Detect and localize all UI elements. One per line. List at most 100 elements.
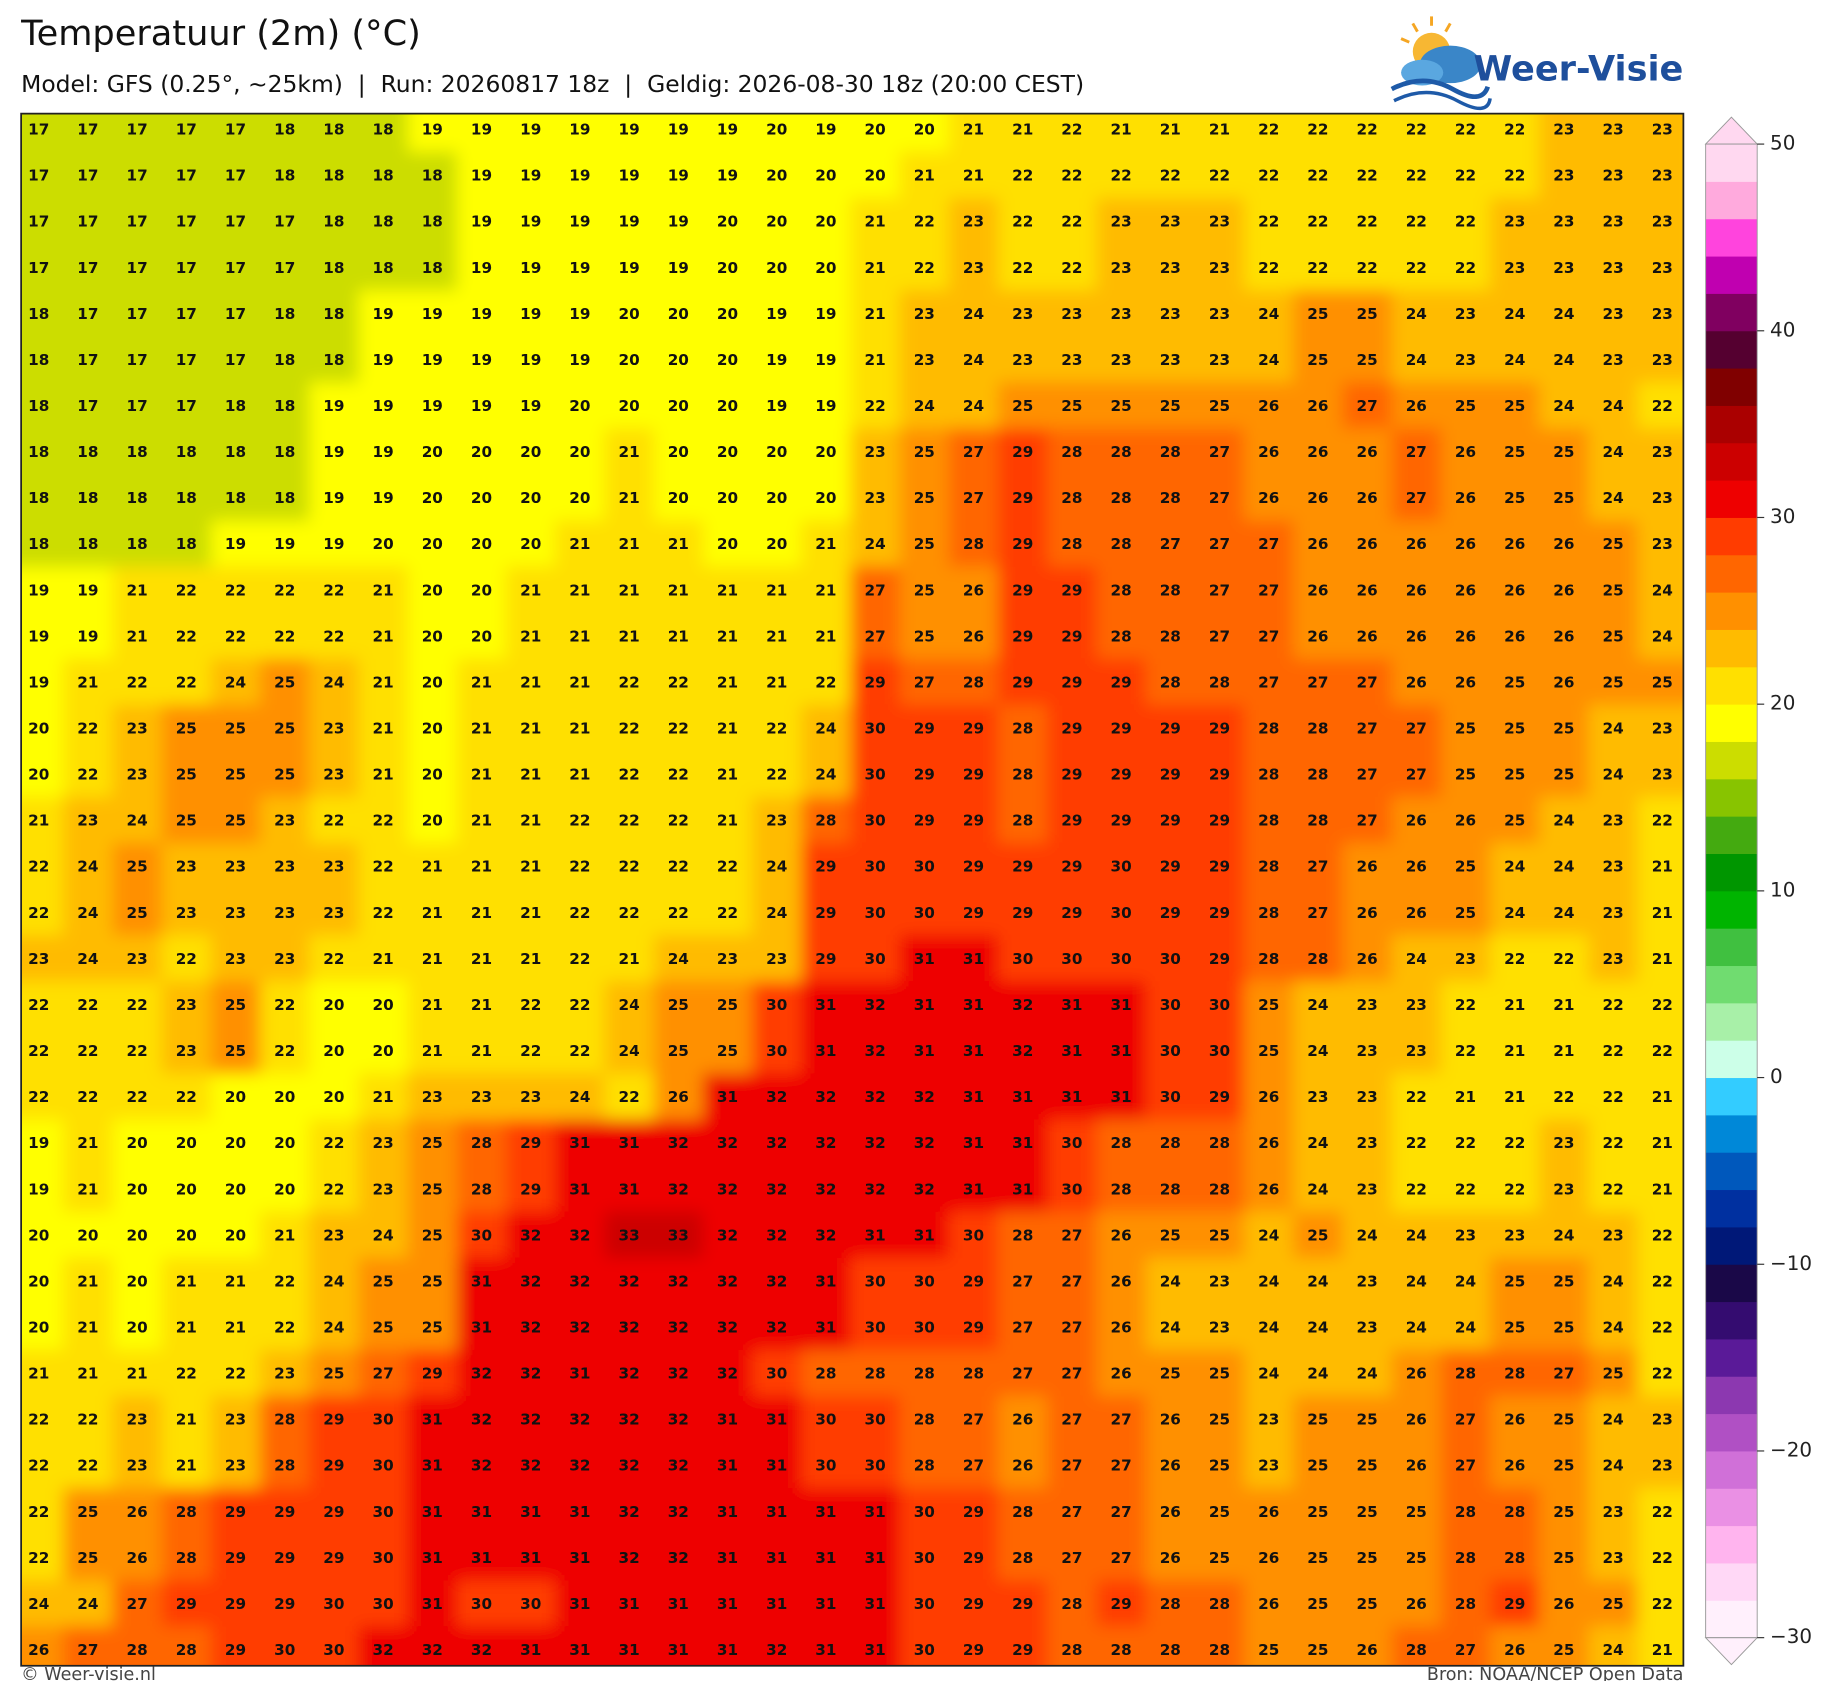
heat-cell <box>899 1027 950 1075</box>
heat-cell <box>1293 336 1344 383</box>
value-label: 29 <box>1111 766 1132 784</box>
heat-cell <box>555 796 606 844</box>
value-label: 26 <box>127 1503 148 1521</box>
value-label: 28 <box>1307 812 1328 830</box>
heat-cell <box>407 520 458 568</box>
value-label: 18 <box>274 397 295 415</box>
heat-cell <box>1490 290 1541 337</box>
value-label: 24 <box>766 904 787 922</box>
value-label: 32 <box>520 1365 541 1383</box>
value-label: 19 <box>520 121 541 139</box>
value-label: 29 <box>815 950 836 968</box>
value-label: 18 <box>176 489 197 507</box>
heat-cell <box>998 566 1049 614</box>
heat-cell <box>1342 113 1393 153</box>
heat-cell <box>161 382 212 430</box>
value-label: 17 <box>77 121 98 139</box>
value-label: 26 <box>668 1088 689 1106</box>
heat-cell <box>456 520 507 568</box>
heat-cell <box>1047 566 1098 614</box>
value-label: 20 <box>127 1226 148 1244</box>
colorbar-band <box>1705 1600 1758 1639</box>
heat-cell <box>1145 151 1196 199</box>
heat-cell <box>1096 113 1147 153</box>
heat-cell <box>1440 1027 1491 1075</box>
value-label: 28 <box>963 1365 984 1383</box>
value-label: 24 <box>1258 1365 1279 1383</box>
heat-cell <box>112 520 163 568</box>
value-label: 26 <box>1357 950 1378 968</box>
value-label: 22 <box>1307 167 1328 185</box>
value-label: 26 <box>1553 627 1574 645</box>
value-label: 23 <box>1652 305 1673 323</box>
heat-cell <box>1342 612 1393 660</box>
value-label: 27 <box>1111 1503 1132 1521</box>
value-label: 19 <box>619 213 640 231</box>
value-label: 23 <box>1061 351 1082 369</box>
value-label: 28 <box>1111 1641 1132 1659</box>
value-label: 19 <box>815 397 836 415</box>
heat-cell <box>1194 197 1245 245</box>
value-label: 22 <box>766 766 787 784</box>
value-label: 18 <box>28 443 49 461</box>
colorbar-band <box>1705 368 1758 406</box>
heat-cell <box>801 658 852 706</box>
value-label: 24 <box>1603 443 1624 461</box>
colorbar-band <box>1705 1040 1758 1079</box>
heat-cell <box>1244 197 1295 245</box>
heat-cell <box>309 1119 360 1167</box>
value-label: 17 <box>77 259 98 277</box>
value-label: 21 <box>1652 904 1673 922</box>
heat-cell <box>899 197 950 245</box>
value-label: 25 <box>1357 1595 1378 1613</box>
value-label: 26 <box>1406 397 1427 415</box>
heat-cell <box>752 1073 803 1121</box>
heat-field <box>21 113 1684 1666</box>
heat-cell <box>1047 113 1098 153</box>
value-label: 20 <box>569 397 590 415</box>
value-label: 25 <box>274 720 295 738</box>
heat-cell <box>899 658 950 706</box>
value-label: 28 <box>1504 1365 1525 1383</box>
value-label: 20 <box>225 1088 246 1106</box>
value-label: 26 <box>1406 1365 1427 1383</box>
value-label: 20 <box>28 766 49 784</box>
value-label: 18 <box>274 489 295 507</box>
value-label: 22 <box>28 1088 49 1106</box>
value-label: 21 <box>1652 1134 1673 1152</box>
heat-cell <box>63 113 114 153</box>
value-label: 24 <box>1553 351 1574 369</box>
value-label: 22 <box>28 1549 49 1567</box>
value-label: 26 <box>1307 443 1328 461</box>
heat-cell <box>1391 981 1442 1029</box>
heat-cell <box>1047 981 1098 1029</box>
value-label: 24 <box>1603 720 1624 738</box>
heat-cell <box>210 704 261 752</box>
value-label: 27 <box>127 1595 148 1613</box>
value-label: 23 <box>1603 259 1624 277</box>
heat-cell <box>948 336 999 383</box>
value-label: 30 <box>1160 996 1181 1014</box>
heat-cell <box>456 113 507 153</box>
value-label: 18 <box>373 167 394 185</box>
value-label: 19 <box>373 351 394 369</box>
value-label: 24 <box>1307 996 1328 1014</box>
heat-cell <box>702 981 753 1029</box>
value-label: 24 <box>619 1042 640 1060</box>
heat-cell <box>1047 336 1098 383</box>
value-label: 26 <box>1357 627 1378 645</box>
value-label: 21 <box>520 673 541 691</box>
heat-cell <box>358 612 409 660</box>
heat-cell <box>653 796 704 844</box>
value-label: 27 <box>1357 397 1378 415</box>
heat-cell <box>555 290 606 337</box>
value-label: 22 <box>1504 1180 1525 1198</box>
colorbar-band <box>1705 1450 1758 1489</box>
value-label: 21 <box>569 673 590 691</box>
value-label: 24 <box>323 673 344 691</box>
heat-cell <box>210 336 261 383</box>
value-label: 32 <box>520 1411 541 1429</box>
heat-cell <box>1145 113 1196 153</box>
heat-cell <box>260 428 311 476</box>
heat-cell <box>161 1119 212 1167</box>
